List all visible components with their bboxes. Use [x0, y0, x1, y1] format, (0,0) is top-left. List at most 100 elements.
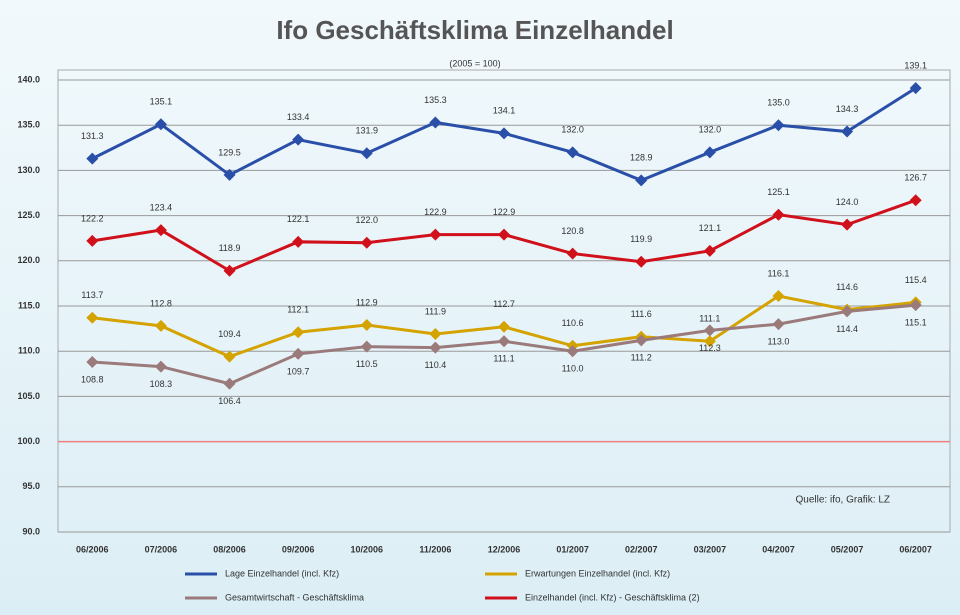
data-label: 106.4: [218, 396, 241, 406]
data-label: 123.4: [150, 202, 173, 212]
marker: [566, 247, 579, 260]
data-label: 121.1: [699, 223, 722, 233]
marker: [429, 328, 442, 341]
data-label: 124.0: [836, 197, 859, 207]
marker: [498, 228, 510, 241]
marker: [360, 318, 373, 331]
data-label: 111.2: [631, 353, 652, 363]
data-label: 110.6: [562, 318, 584, 328]
data-label: 114.6: [836, 282, 858, 292]
marker: [772, 208, 785, 221]
marker: [223, 168, 236, 181]
x-tick-label: 01/2007: [556, 544, 589, 554]
data-label: 122.0: [356, 215, 379, 225]
data-label: 112.7: [493, 299, 515, 309]
marker: [703, 244, 716, 257]
marker: [566, 146, 579, 159]
marker: [772, 119, 785, 132]
x-tick-label: 09/2006: [282, 544, 315, 554]
data-label: 113.0: [768, 336, 790, 346]
marker: [635, 174, 648, 187]
marker: [86, 311, 99, 324]
data-label: 132.0: [699, 125, 722, 135]
data-label: 112.3: [699, 343, 721, 353]
data-label: 134.1: [493, 106, 516, 116]
data-label: 110.0: [562, 364, 584, 374]
x-tick-label: 05/2007: [831, 544, 864, 554]
data-label: 122.9: [493, 207, 516, 217]
marker: [292, 347, 305, 360]
marker: [360, 147, 373, 160]
marker: [841, 218, 854, 231]
data-label: 122.9: [424, 207, 447, 217]
marker: [841, 125, 854, 138]
chart-subtitle: (2005 = 100): [449, 58, 500, 68]
data-label: 112.9: [356, 297, 378, 307]
data-label: 111.1: [493, 354, 514, 364]
data-label: 134.3: [836, 104, 859, 114]
chart-title: Ifo Geschäftsklima Einzelhandel: [276, 15, 673, 45]
data-label: 122.1: [287, 214, 310, 224]
data-label: 116.1: [768, 268, 790, 278]
data-label: 119.9: [630, 234, 652, 244]
data-label: 135.1: [150, 97, 173, 107]
legend-label: Erwartungen Einzelhandel (incl. Kfz): [525, 568, 670, 578]
x-tick-label: 03/2007: [694, 544, 727, 554]
marker: [429, 341, 442, 354]
y-tick-label: 140.0: [17, 74, 40, 84]
source-note: Quelle: ifo, Grafik: LZ: [796, 495, 890, 506]
marker: [223, 264, 236, 277]
data-label: 135.3: [424, 95, 447, 105]
marker: [154, 319, 167, 332]
marker: [498, 320, 510, 333]
data-label: 108.3: [150, 379, 173, 389]
y-tick-label: 125.0: [17, 210, 40, 220]
x-tick-label: 08/2006: [213, 544, 246, 554]
y-tick-label: 100.0: [17, 436, 40, 446]
data-label: 108.8: [81, 374, 104, 384]
marker: [86, 152, 99, 165]
marker: [429, 116, 442, 129]
data-label: 111.6: [631, 309, 652, 319]
legend-label: Einzelhandel (incl. Kfz) - Geschäftsklim…: [525, 592, 700, 602]
data-label: 133.4: [287, 112, 310, 122]
marker: [635, 334, 648, 347]
marker: [566, 345, 579, 358]
data-label: 120.8: [561, 226, 584, 236]
data-label: 111.1: [699, 314, 720, 324]
y-tick-label: 105.0: [17, 391, 40, 401]
marker: [360, 236, 373, 249]
marker: [360, 340, 373, 353]
y-tick-label: 120.0: [17, 255, 40, 265]
data-label: 131.9: [356, 126, 379, 136]
data-label: 115.1: [905, 317, 927, 327]
marker: [909, 82, 922, 95]
x-tick-label: 11/2006: [419, 544, 451, 554]
marker: [909, 194, 922, 207]
x-tick-label: 07/2006: [145, 544, 178, 554]
y-tick-label: 95.0: [22, 481, 40, 491]
data-label: 122.2: [81, 213, 104, 223]
marker: [223, 350, 236, 363]
x-tick-label: 06/2007: [899, 544, 932, 554]
data-label: 109.7: [287, 366, 310, 376]
marker: [154, 360, 167, 373]
data-label: 114.4: [836, 324, 858, 334]
marker: [772, 318, 785, 331]
data-label: 109.4: [218, 329, 241, 339]
x-tick-label: 10/2006: [350, 544, 383, 554]
data-label: 118.9: [219, 243, 241, 253]
data-label: 128.9: [630, 153, 653, 163]
marker: [498, 127, 510, 140]
data-label: 125.1: [767, 187, 790, 197]
marker: [703, 324, 716, 337]
marker: [429, 228, 442, 241]
marker: [154, 224, 167, 237]
data-label: 135.0: [767, 98, 790, 108]
data-label: 110.4: [424, 360, 446, 370]
y-tick-label: 135.0: [17, 120, 40, 130]
marker: [703, 335, 716, 348]
marker: [841, 305, 854, 318]
marker: [223, 377, 236, 390]
